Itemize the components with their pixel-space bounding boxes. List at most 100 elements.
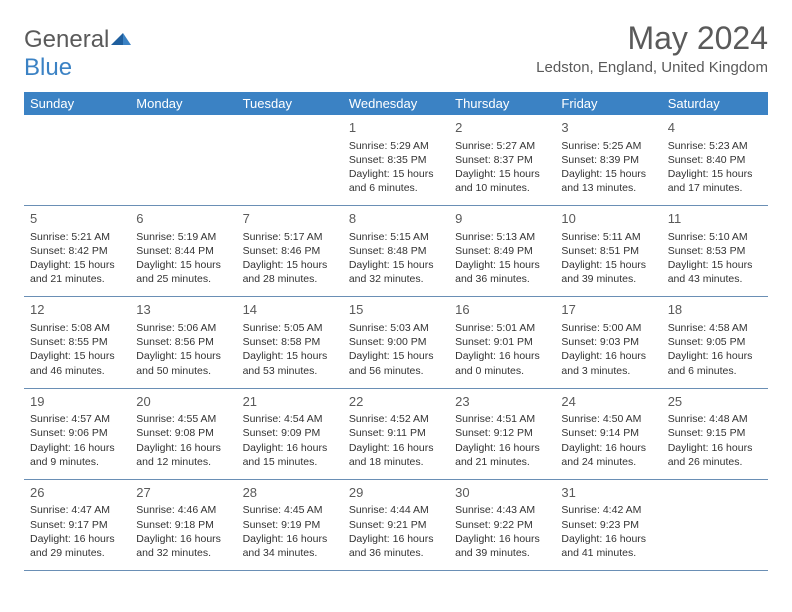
sunrise-text: Sunrise: 5:29 AM (349, 139, 443, 153)
sunrise-text: Sunrise: 4:55 AM (136, 412, 230, 426)
day-info: Sunrise: 4:44 AMSunset: 9:21 PMDaylight:… (349, 503, 443, 560)
sunset-text: Sunset: 8:48 PM (349, 244, 443, 258)
day-info: Sunrise: 4:58 AMSunset: 9:05 PMDaylight:… (668, 321, 762, 378)
sunset-text: Sunset: 9:03 PM (561, 335, 655, 349)
day-number: 25 (668, 393, 762, 411)
day-cell: 13 Sunrise: 5:06 AMSunset: 8:56 PMDayligh… (130, 297, 236, 387)
logo-text-2: Blue (24, 54, 72, 81)
calendar-grid: SundayMondayTuesdayWednesdayThursdayFrid… (24, 92, 768, 571)
daylight-text: Daylight: 15 hours and 28 minutes. (243, 258, 337, 286)
day-cell: 18Sunrise: 4:58 AMSunset: 9:05 PMDayligh… (662, 297, 768, 387)
sunrise-text: Sunrise: 5:11 AM (561, 230, 655, 244)
day-info: Sunrise: 5:17 AMSunset: 8:46 PMDaylight:… (243, 230, 337, 287)
day-info: Sunrise: 5:03 AMSunset: 9:00 PMDaylight:… (349, 321, 443, 378)
daylight-text: Daylight: 15 hours and 32 minutes. (349, 258, 443, 286)
day-number: 22 (349, 393, 443, 411)
daylight-text: Daylight: 16 hours and 6 minutes. (668, 349, 762, 377)
sunrise-text: Sunrise: 5:13 AM (455, 230, 549, 244)
week-row: 5Sunrise: 5:21 AMSunset: 8:42 PMDaylight… (24, 206, 768, 297)
day-number: 8 (349, 210, 443, 228)
day-info: Sunrise: 4:54 AMSunset: 9:09 PMDaylight:… (243, 412, 337, 469)
sunrise-text: Sunrise: 5:10 AM (668, 230, 762, 244)
daylight-text: Daylight: 16 hours and 39 minutes. (455, 532, 549, 560)
sunset-text: Sunset: 8:42 PM (30, 244, 124, 258)
day-number: 5 (30, 210, 124, 228)
day-number: 21 (243, 393, 337, 411)
sunrise-text: Sunrise: 5:01 AM (455, 321, 549, 335)
sunset-text: Sunset: 9:06 PM (30, 426, 124, 440)
weekday-header: Tuesday (237, 92, 343, 115)
day-cell: 29Sunrise: 4:44 AMSunset: 9:21 PMDayligh… (343, 480, 449, 570)
day-cell: 10Sunrise: 5:11 AMSunset: 8:51 PMDayligh… (555, 206, 661, 296)
daylight-text: Daylight: 15 hours and 36 minutes. (455, 258, 549, 286)
day-number: 15 (349, 301, 443, 319)
day-info: Sunrise: 4:52 AMSunset: 9:11 PMDaylight:… (349, 412, 443, 469)
daylight-text: Daylight: 15 hours and 6 minutes. (349, 167, 443, 195)
daylight-text: Daylight: 16 hours and 21 minutes. (455, 441, 549, 469)
sunset-text: Sunset: 9:11 PM (349, 426, 443, 440)
day-cell: 23Sunrise: 4:51 AMSunset: 9:12 PMDayligh… (449, 389, 555, 479)
daylight-text: Daylight: 15 hours and 13 minutes. (561, 167, 655, 195)
weekday-header: Friday (555, 92, 661, 115)
logo-inner: GeneralBlue (24, 26, 133, 82)
sunset-text: Sunset: 9:18 PM (136, 518, 230, 532)
daylight-text: Daylight: 16 hours and 29 minutes. (30, 532, 124, 560)
day-info: Sunrise: 5:15 AMSunset: 8:48 PMDaylight:… (349, 230, 443, 287)
day-number: 4 (668, 119, 762, 137)
day-cell: 3Sunrise: 5:25 AMSunset: 8:39 PMDaylight… (555, 115, 661, 205)
sunset-text: Sunset: 8:51 PM (561, 244, 655, 258)
day-info: Sunrise: 4:48 AMSunset: 9:15 PMDaylight:… (668, 412, 762, 469)
week-row: 12Sunrise: 5:08 AMSunset: 8:55 PMDayligh… (24, 297, 768, 388)
daylight-text: Daylight: 16 hours and 9 minutes. (30, 441, 124, 469)
daylight-text: Daylight: 16 hours and 36 minutes. (349, 532, 443, 560)
day-cell: 8 Sunrise: 5:15 AMSunset: 8:48 PMDaylight… (343, 206, 449, 296)
day-info: Sunrise: 5:13 AMSunset: 8:49 PMDaylight:… (455, 230, 549, 287)
day-info: Sunrise: 5:08 AMSunset: 8:55 PMDaylight:… (30, 321, 124, 378)
day-number: 16 (455, 301, 549, 319)
day-cell: 19Sunrise: 4:57 AMSunset: 9:06 PMDayligh… (24, 389, 130, 479)
weekday-header-row: SundayMondayTuesdayWednesdayThursdayFrid… (24, 92, 768, 115)
daylight-text: Daylight: 15 hours and 25 minutes. (136, 258, 230, 286)
daylight-text: Daylight: 16 hours and 34 minutes. (243, 532, 337, 560)
weeks-container: 1Sunrise: 5:29 AMSunset: 8:35 PMDaylight… (24, 115, 768, 571)
daylight-text: Daylight: 15 hours and 43 minutes. (668, 258, 762, 286)
sunset-text: Sunset: 8:46 PM (243, 244, 337, 258)
day-number: 11 (668, 210, 762, 228)
sunset-text: Sunset: 8:37 PM (455, 153, 549, 167)
sunrise-text: Sunrise: 5:27 AM (455, 139, 549, 153)
week-row: 19Sunrise: 4:57 AMSunset: 9:06 PMDayligh… (24, 389, 768, 480)
day-info: Sunrise: 5:05 AMSunset: 8:58 PMDaylight:… (243, 321, 337, 378)
day-number: 28 (243, 484, 337, 502)
day-cell: 2Sunrise: 5:27 AMSunset: 8:37 PMDaylight… (449, 115, 555, 205)
day-number: 13 (136, 301, 230, 319)
logo-text-1: General (24, 26, 109, 53)
sunrise-text: Sunrise: 5:00 AM (561, 321, 655, 335)
daylight-text: Daylight: 15 hours and 53 minutes. (243, 349, 337, 377)
sunrise-text: Sunrise: 4:48 AM (668, 412, 762, 426)
day-number: 23 (455, 393, 549, 411)
day-cell: 16Sunrise: 5:01 AMSunset: 9:01 PMDayligh… (449, 297, 555, 387)
day-info: Sunrise: 4:51 AMSunset: 9:12 PMDaylight:… (455, 412, 549, 469)
sunset-text: Sunset: 8:40 PM (668, 153, 762, 167)
sunrise-text: Sunrise: 4:42 AM (561, 503, 655, 517)
day-info: Sunrise: 5:25 AMSunset: 8:39 PMDaylight:… (561, 139, 655, 196)
sunset-text: Sunset: 9:12 PM (455, 426, 549, 440)
day-cell: 26Sunrise: 4:47 AMSunset: 9:17 PMDayligh… (24, 480, 130, 570)
day-number: 29 (349, 484, 443, 502)
weekday-header: Monday (130, 92, 236, 115)
sunrise-text: Sunrise: 4:58 AM (668, 321, 762, 335)
day-cell: 12Sunrise: 5:08 AMSunset: 8:55 PMDayligh… (24, 297, 130, 387)
day-cell (237, 115, 343, 205)
sunrise-text: Sunrise: 5:03 AM (349, 321, 443, 335)
day-number: 20 (136, 393, 230, 411)
sunrise-text: Sunrise: 4:54 AM (243, 412, 337, 426)
day-number: 10 (561, 210, 655, 228)
day-info: Sunrise: 5:06 AMSunset: 8:56 PMDaylight:… (136, 321, 230, 378)
sunset-text: Sunset: 9:17 PM (30, 518, 124, 532)
day-info: Sunrise: 4:50 AMSunset: 9:14 PMDaylight:… (561, 412, 655, 469)
logo: GeneralBlue (24, 20, 133, 82)
weekday-header: Saturday (662, 92, 768, 115)
day-number: 1 (349, 119, 443, 137)
day-number: 2 (455, 119, 549, 137)
day-number: 9 (455, 210, 549, 228)
